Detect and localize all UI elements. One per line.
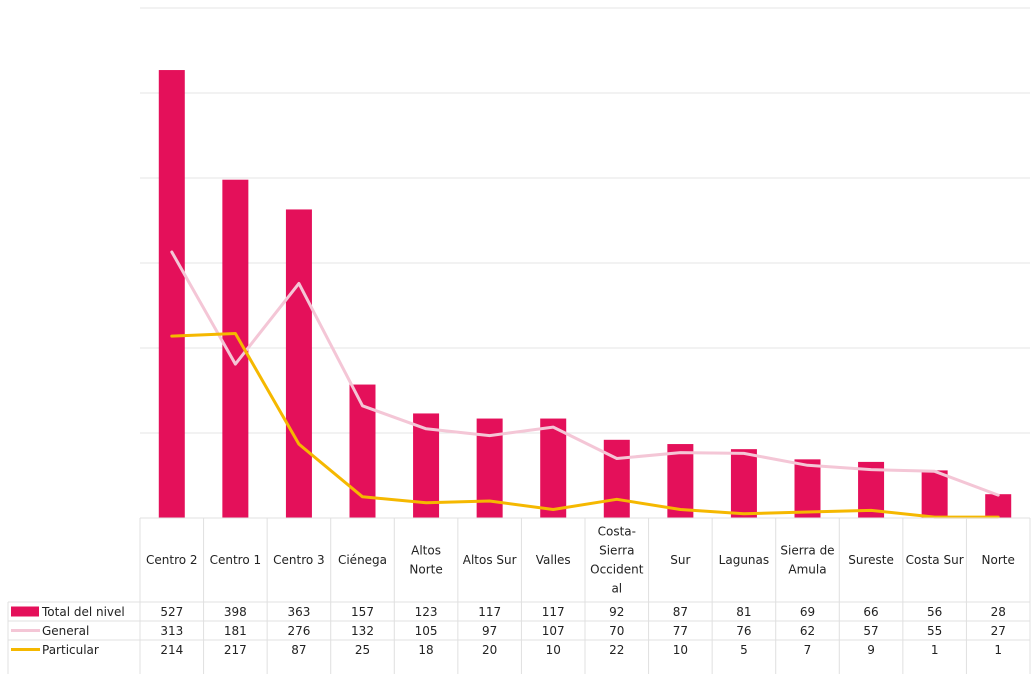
data-label: 181 xyxy=(224,624,247,638)
category-label: Valles xyxy=(536,553,571,567)
data-label: 157 xyxy=(351,605,374,619)
series-line xyxy=(170,250,1000,497)
category-label-line: Norte xyxy=(409,563,442,577)
category-label: Altos Sur xyxy=(463,553,517,567)
data-label: 28 xyxy=(991,605,1006,619)
category-label: Costa Sur xyxy=(906,553,964,567)
bar xyxy=(158,70,185,519)
category-label-line: Centro 3 xyxy=(273,553,325,567)
bar xyxy=(985,494,1012,518)
data-label: 81 xyxy=(736,605,751,619)
category-label-line: Altos xyxy=(411,544,441,558)
data-label: 117 xyxy=(542,605,565,619)
category-label: Sierra de Amula xyxy=(780,544,834,577)
bar xyxy=(285,209,312,518)
category-label: Sureste xyxy=(848,553,894,567)
data-label: 1 xyxy=(994,643,1002,657)
data-table: Centro 2 Centro 1 Centro 3 Ciénega Altos Nort… xyxy=(7,517,1031,674)
legend-key-bar xyxy=(11,606,39,617)
legend-label: Particular xyxy=(42,643,99,657)
category-label-line: Valles xyxy=(536,553,571,567)
data-label: 7 xyxy=(804,643,812,657)
data-label: 313 xyxy=(160,624,183,638)
legend-label: General xyxy=(42,624,89,638)
category-label-line: Sierra de xyxy=(780,544,834,558)
category-label: Centro 2 xyxy=(146,553,198,567)
bar xyxy=(794,459,821,518)
series-lines xyxy=(170,250,1000,519)
category-label: Sur xyxy=(670,553,690,567)
data-label: 66 xyxy=(863,605,878,619)
data-label: 27 xyxy=(991,624,1006,638)
category-label-line: Centro 2 xyxy=(146,553,198,567)
bars xyxy=(158,70,1012,519)
data-label: 10 xyxy=(546,643,561,657)
category-label: Ciénega xyxy=(338,553,387,567)
data-label: 363 xyxy=(287,605,310,619)
data-label: 107 xyxy=(542,624,565,638)
data-label: 217 xyxy=(224,643,247,657)
category-label-line: Costa Sur xyxy=(906,553,964,567)
category-label-line: Ciénega xyxy=(338,553,387,567)
category-label-line: Amula xyxy=(788,563,826,577)
category-label-line: Occident xyxy=(590,563,644,577)
category-label-line: al xyxy=(611,582,622,596)
data-label: 132 xyxy=(351,624,374,638)
data-label: 97 xyxy=(482,624,497,638)
bar xyxy=(921,470,948,518)
bar xyxy=(667,444,694,518)
data-label: 77 xyxy=(673,624,688,638)
data-label: 70 xyxy=(609,624,624,638)
data-label: 92 xyxy=(609,605,624,619)
data-label: 87 xyxy=(673,605,688,619)
data-label: 20 xyxy=(482,643,497,657)
category-label-line: Lagunas xyxy=(719,553,769,567)
data-label: 398 xyxy=(224,605,247,619)
data-label: 214 xyxy=(160,643,183,657)
data-label: 22 xyxy=(609,643,624,657)
category-label-line: Sureste xyxy=(848,553,894,567)
category-label: Costa- Sierra Occident al xyxy=(590,525,644,596)
data-label: 76 xyxy=(736,624,751,638)
category-label: Norte xyxy=(982,553,1015,567)
category-label-line: Centro 1 xyxy=(210,553,262,567)
data-label: 117 xyxy=(478,605,501,619)
data-label: 527 xyxy=(160,605,183,619)
data-label: 25 xyxy=(355,643,370,657)
series-line xyxy=(170,332,1000,519)
data-label: 62 xyxy=(800,624,815,638)
data-label: 9 xyxy=(867,643,875,657)
category-label-line: Altos Sur xyxy=(463,553,517,567)
bar xyxy=(730,449,757,518)
category-label: Altos Norte xyxy=(409,544,442,577)
data-label: 123 xyxy=(415,605,438,619)
legend-label: Total del nivel xyxy=(41,605,125,619)
data-label: 57 xyxy=(863,624,878,638)
bar xyxy=(603,439,630,518)
category-label-line: Sierra xyxy=(599,544,634,558)
category-label-line: Norte xyxy=(982,553,1015,567)
bar xyxy=(540,418,567,518)
category-label: Centro 1 xyxy=(210,553,262,567)
category-label-line: Costa- xyxy=(598,525,636,539)
data-label: 276 xyxy=(287,624,310,638)
data-label: 69 xyxy=(800,605,815,619)
data-label: 105 xyxy=(415,624,438,638)
data-label: 1 xyxy=(931,643,939,657)
data-label: 18 xyxy=(418,643,433,657)
category-label: Centro 3 xyxy=(273,553,325,567)
data-label: 87 xyxy=(291,643,306,657)
data-label: 55 xyxy=(927,624,942,638)
data-label: 10 xyxy=(673,643,688,657)
data-label: 5 xyxy=(740,643,748,657)
category-label-line: Sur xyxy=(670,553,690,567)
data-label: 56 xyxy=(927,605,942,619)
category-label: Lagunas xyxy=(719,553,769,567)
